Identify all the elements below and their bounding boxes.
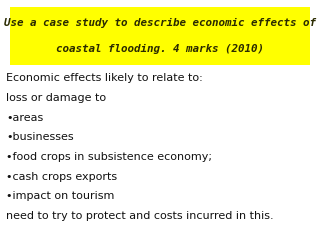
Text: need to try to protect and costs incurred in this.: need to try to protect and costs incurre… [6,211,274,221]
Text: coastal flooding. 4 marks (2010): coastal flooding. 4 marks (2010) [56,44,264,54]
Text: •businesses: •businesses [6,132,74,142]
Text: •impact on tourism: •impact on tourism [6,191,115,201]
Text: •food crops in subsistence economy;: •food crops in subsistence economy; [6,152,212,162]
Text: Economic effects likely to relate to:: Economic effects likely to relate to: [6,73,203,83]
Text: Use a case study to describe economic effects of: Use a case study to describe economic ef… [4,18,316,28]
Text: •cash crops exports: •cash crops exports [6,172,117,182]
Text: loss or damage to: loss or damage to [6,93,107,103]
Text: •areas: •areas [6,113,44,123]
